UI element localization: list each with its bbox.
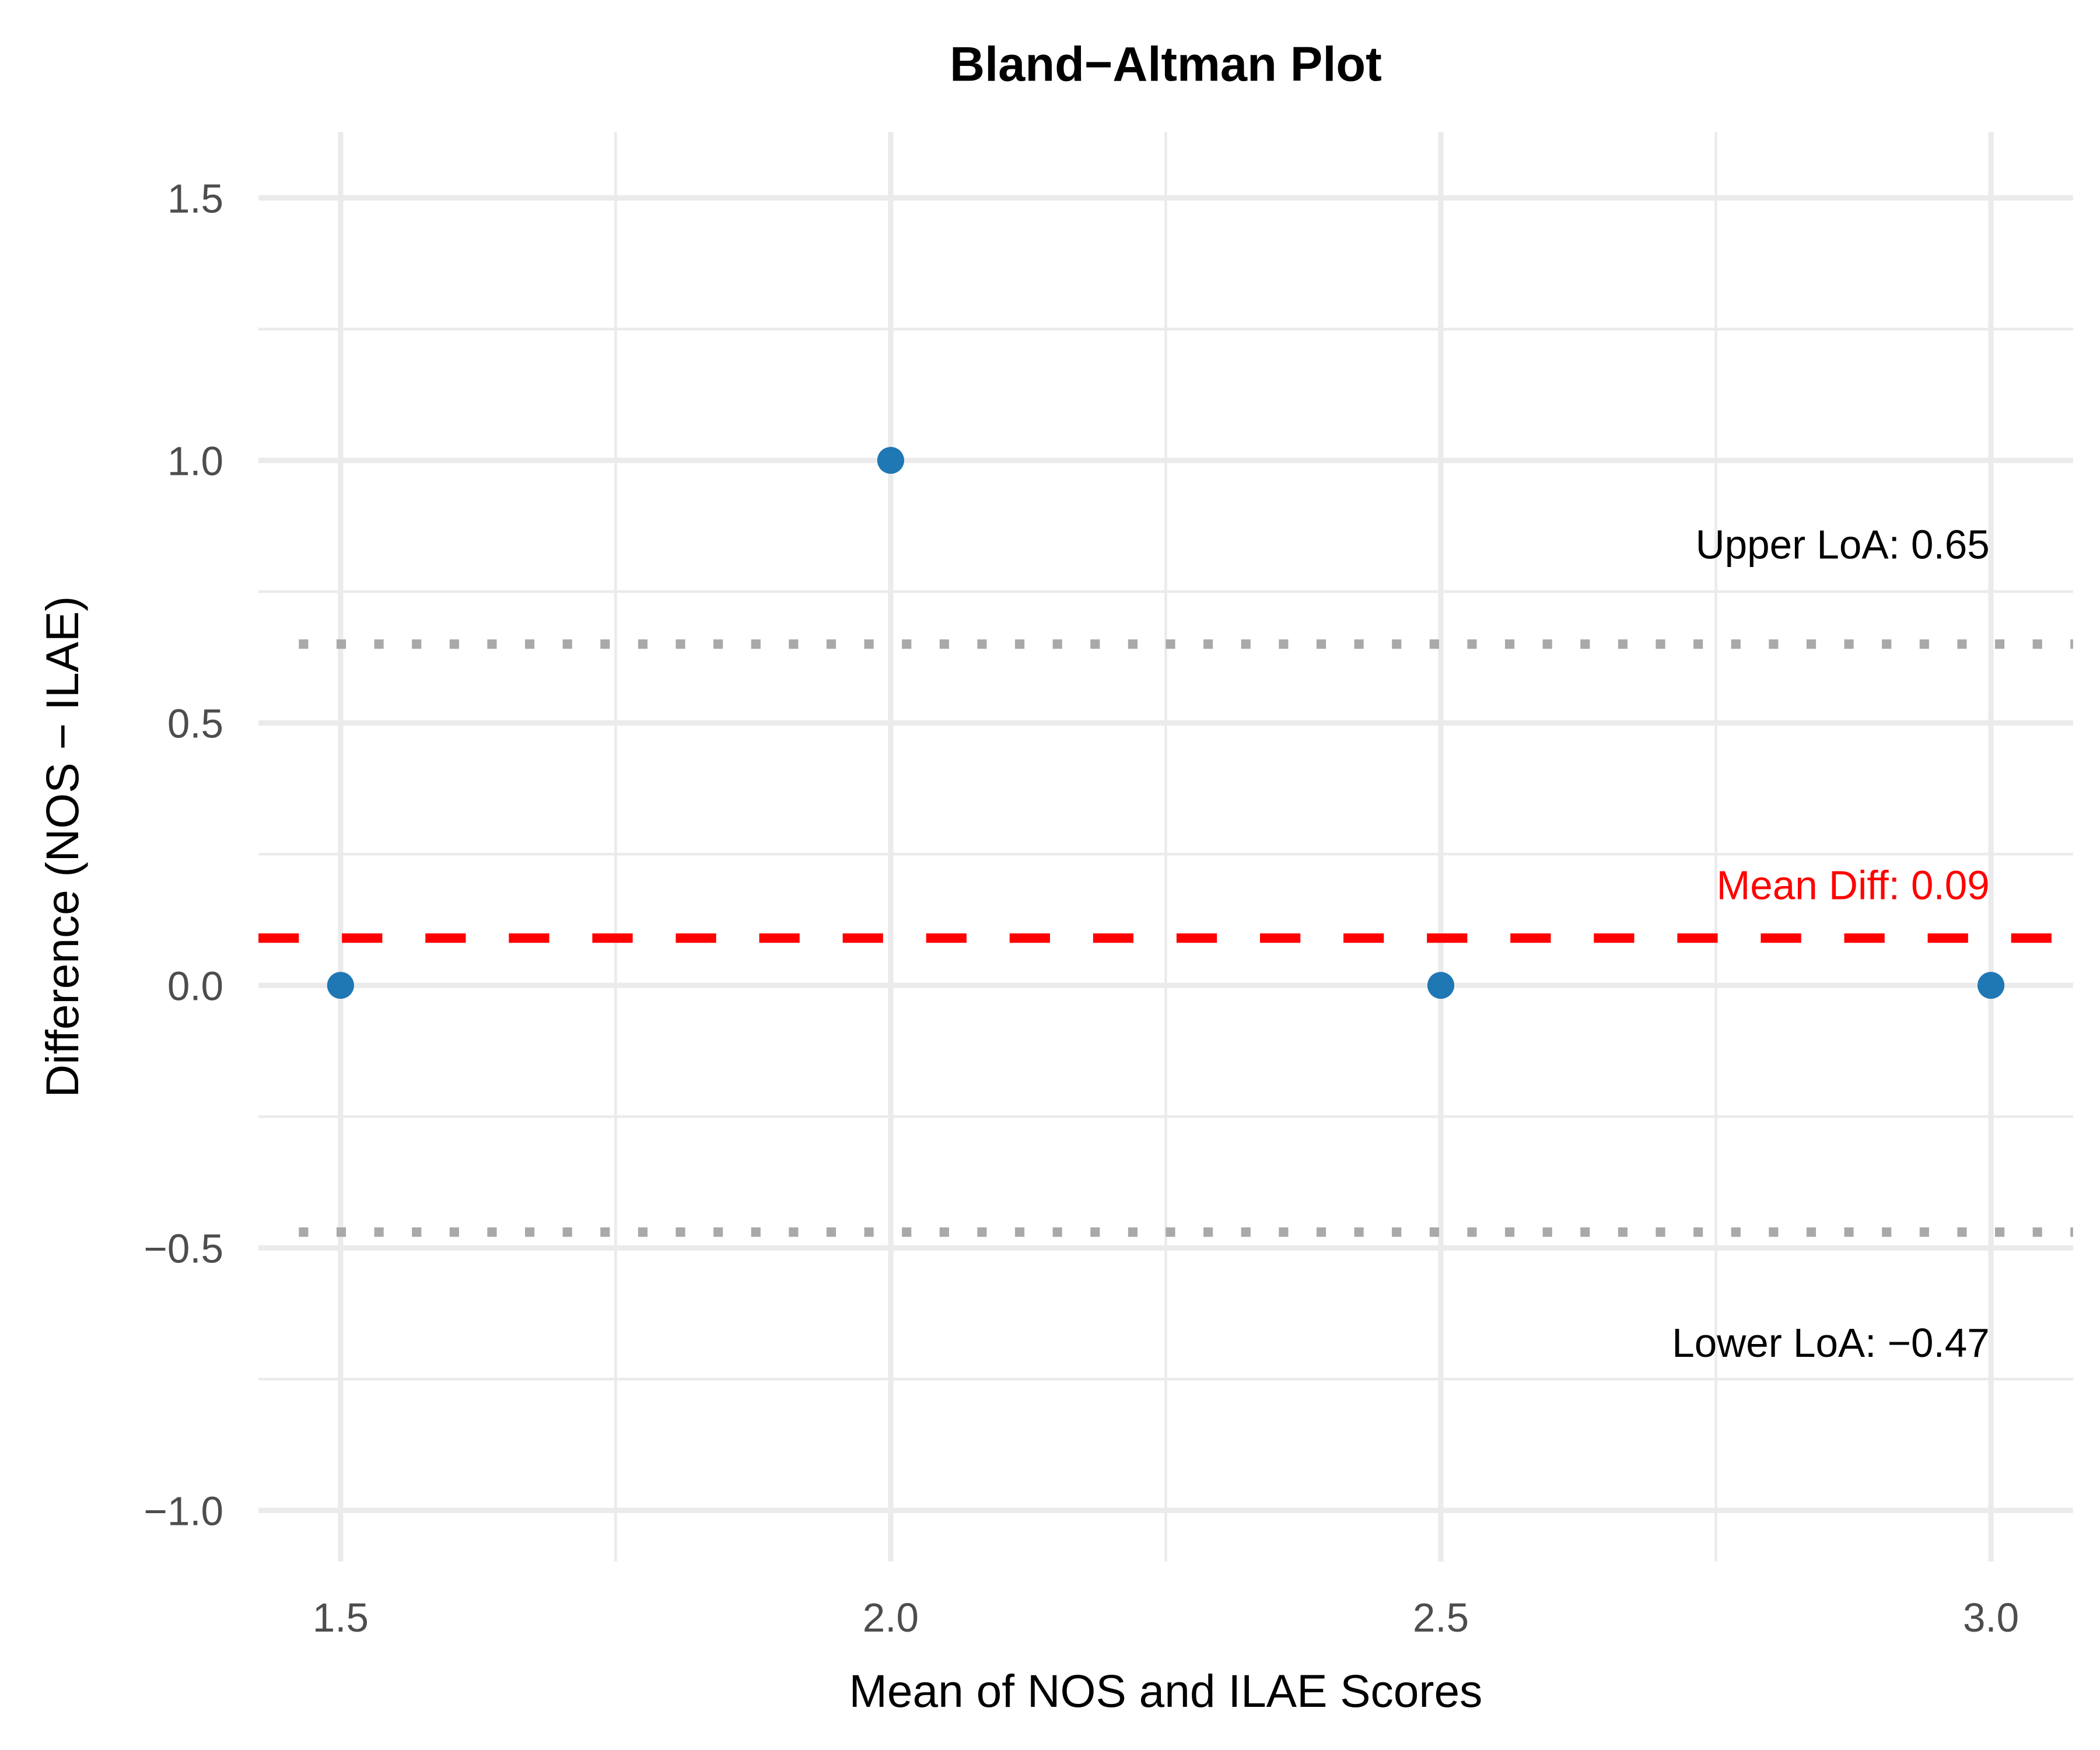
lower-loa-label: Lower LoA: −0.47 (1672, 1320, 1990, 1366)
y-tick-label: 0.5 (167, 701, 223, 747)
reference-lines (258, 639, 2073, 1237)
y-tick-label: 0.0 (167, 964, 223, 1009)
chart-title: Bland−Altman Plot (950, 37, 1382, 91)
x-tick-label: 2.5 (1413, 1595, 1469, 1640)
data-point (327, 972, 354, 999)
tick-labels: 1.5 2.0 2.5 3.0 1.5 1.0 0.5 0.0 −0.5 −1.0 (144, 176, 2019, 1640)
data-point (877, 447, 904, 474)
x-tick-label: 3.0 (1963, 1595, 2019, 1640)
x-tick-label: 2.0 (863, 1595, 919, 1640)
x-axis-label: Mean of NOS and ILAE Scores (849, 1665, 1483, 1717)
upper-loa-label: Upper LoA: 0.65 (1696, 522, 1990, 568)
x-tick-label: 1.5 (313, 1595, 369, 1640)
y-tick-label: 1.5 (167, 176, 223, 222)
data-point (1427, 972, 1455, 999)
data-point (1977, 972, 2005, 999)
y-tick-label: 1.0 (167, 439, 223, 484)
mean-diff-label: Mean Diff: 0.09 (1717, 863, 1990, 908)
y-tick-label: −0.5 (144, 1226, 223, 1272)
y-tick-label: −1.0 (144, 1489, 223, 1534)
y-axis-label: Difference (NOS − ILAE) (37, 596, 88, 1098)
data-points (327, 447, 2005, 999)
grid (258, 132, 2073, 1562)
